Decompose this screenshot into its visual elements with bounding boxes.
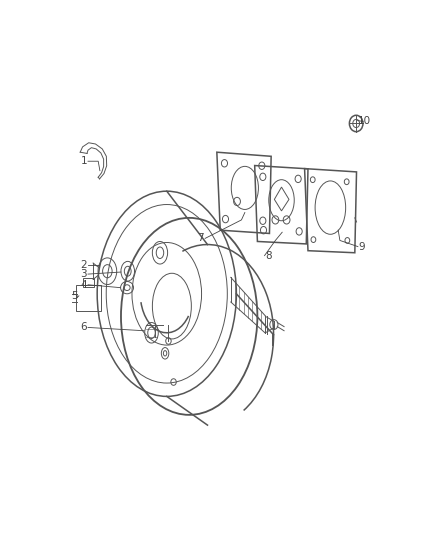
Text: 5: 5 bbox=[71, 291, 78, 301]
Text: 9: 9 bbox=[359, 241, 365, 252]
Text: 3: 3 bbox=[80, 269, 87, 279]
Text: 6: 6 bbox=[80, 322, 87, 333]
Text: 7: 7 bbox=[198, 233, 204, 244]
Text: 1: 1 bbox=[80, 156, 87, 166]
Text: 8: 8 bbox=[265, 251, 272, 261]
Text: 2: 2 bbox=[80, 260, 87, 270]
Text: 10: 10 bbox=[358, 116, 371, 126]
Text: 4: 4 bbox=[80, 280, 87, 290]
